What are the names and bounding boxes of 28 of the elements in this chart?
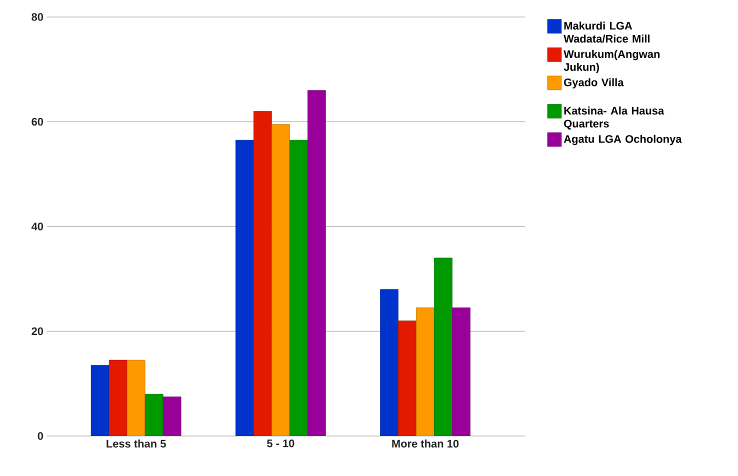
bar bbox=[416, 308, 434, 436]
bar bbox=[236, 140, 254, 436]
y-tick-label: 40 bbox=[31, 222, 44, 230]
bar bbox=[308, 90, 326, 436]
legend-label: Wurukum(Angwan Jukun) bbox=[564, 50, 660, 74]
y-tick-label: 80 bbox=[32, 13, 44, 21]
legend-label: Makurdi LGA Wadata/Rice Mill bbox=[564, 22, 650, 43]
y-tick-label: 60 bbox=[32, 118, 44, 126]
y-tick-label: 0 bbox=[38, 432, 44, 440]
bar bbox=[162, 396, 182, 436]
bar bbox=[90, 365, 110, 436]
bar bbox=[434, 258, 452, 436]
x-tick-label: Less than 5 bbox=[106, 440, 166, 448]
bar bbox=[108, 360, 128, 436]
bar bbox=[272, 124, 290, 436]
x-tick-label: More than 10 bbox=[392, 440, 459, 448]
legend-label: Katsina- Ala Hausa Quarters bbox=[564, 106, 664, 130]
bar bbox=[398, 320, 416, 436]
bar bbox=[144, 394, 164, 436]
bar bbox=[380, 289, 398, 436]
y-tick-label: 20 bbox=[32, 327, 44, 336]
bar bbox=[290, 140, 308, 436]
bar bbox=[452, 308, 470, 436]
legend-label: Gyado Villa bbox=[564, 78, 624, 88]
x-tick-label: 5 - 10 bbox=[266, 440, 294, 448]
bar bbox=[126, 360, 146, 436]
legend-label: Agatu LGA Ocholonya bbox=[564, 134, 682, 146]
bar bbox=[254, 111, 272, 436]
